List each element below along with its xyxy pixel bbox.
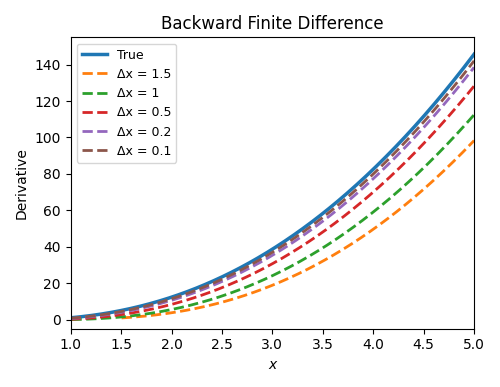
Δx = 0.2: [398, 149, 404, 154]
Δx = 0.2: [308, 228, 314, 233]
True: [286, 236, 292, 241]
Δx = 0.5: [462, 96, 468, 100]
Δx = 0.2: [68, 316, 73, 321]
Δx = 0.1: [308, 224, 314, 229]
Δx = 0.1: [471, 58, 477, 63]
True: [471, 52, 477, 57]
Δx = 0.1: [462, 71, 468, 76]
True: [462, 65, 468, 69]
Δx = 0.5: [286, 252, 292, 257]
True: [68, 315, 73, 320]
Δx = 1: [286, 265, 292, 270]
Δx = 0.2: [471, 65, 477, 70]
Δx = 0.1: [68, 316, 73, 320]
Δx = 1: [262, 277, 268, 282]
Δx = 1: [260, 278, 266, 283]
Line: True: True: [70, 54, 474, 318]
Δx = 1.5: [260, 287, 266, 291]
True: [262, 252, 268, 256]
Legend: True, Δx = 1.5, Δx = 1, Δx = 0.5, Δx = 0.2, Δx = 0.1: True, Δx = 1.5, Δx = 1, Δx = 0.5, Δx = 0…: [77, 44, 176, 163]
Title: Backward Finite Difference: Backward Finite Difference: [161, 15, 384, 33]
Δx = 0.1: [286, 240, 292, 244]
Δx = 1.5: [398, 205, 404, 210]
X-axis label: x: x: [268, 358, 276, 372]
True: [260, 253, 266, 258]
Δx = 0.5: [68, 317, 73, 322]
Δx = 0.2: [462, 77, 468, 82]
Line: Δx = 1: Δx = 1: [72, 115, 474, 320]
Δx = 0.2: [286, 243, 292, 247]
Δx = 1.5: [286, 276, 292, 281]
Y-axis label: Derivative: Derivative: [15, 147, 29, 219]
Δx = 0.5: [308, 238, 314, 243]
Δx = 0.1: [398, 144, 404, 149]
Δx = 0.2: [262, 257, 268, 262]
Line: Δx = 0.5: Δx = 0.5: [70, 86, 474, 319]
Δx = 1.5: [471, 138, 477, 143]
Δx = 1.5: [262, 286, 268, 291]
Δx = 0.5: [398, 164, 404, 168]
Δx = 0.2: [260, 259, 266, 264]
Δx = 1.5: [308, 265, 314, 270]
Δx = 0.1: [262, 255, 268, 259]
Δx = 1: [308, 253, 314, 257]
Line: Δx = 0.1: Δx = 0.1: [70, 61, 474, 318]
Δx = 0.5: [260, 267, 266, 271]
Δx = 1: [462, 123, 468, 128]
Line: Δx = 0.2: Δx = 0.2: [70, 67, 474, 319]
Δx = 0.5: [262, 265, 268, 270]
Δx = 1: [398, 186, 404, 191]
True: [308, 221, 314, 225]
Δx = 0.5: [471, 84, 477, 88]
Δx = 0.1: [260, 256, 266, 261]
True: [398, 139, 404, 143]
Line: Δx = 1.5: Δx = 1.5: [122, 140, 474, 318]
Δx = 1: [471, 113, 477, 117]
Δx = 1.5: [462, 148, 468, 153]
